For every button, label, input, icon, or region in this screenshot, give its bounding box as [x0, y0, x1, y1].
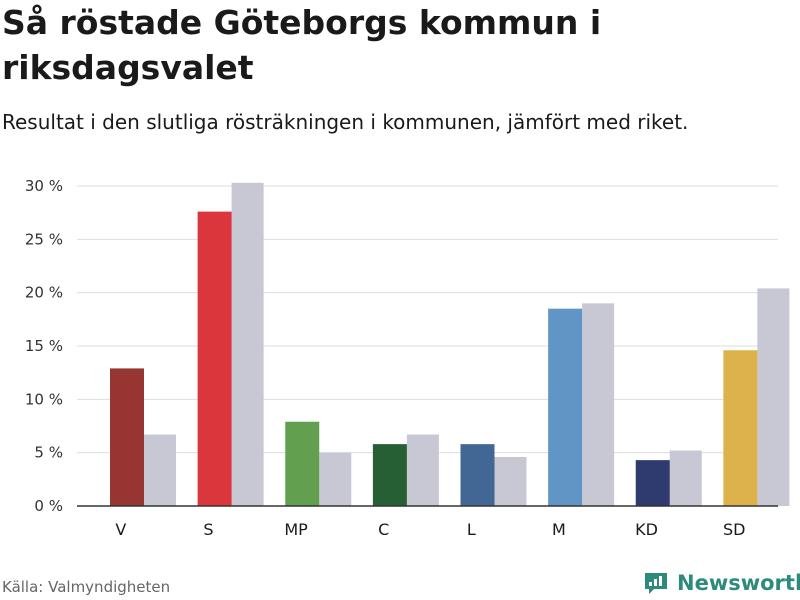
bar-kommun-s: [197, 211, 232, 506]
y-tick-label: 25 %: [25, 230, 63, 248]
bar-riket-mp: [319, 452, 352, 506]
x-tick-label: V: [115, 520, 126, 539]
y-tick-label: 10 %: [25, 390, 63, 408]
bar-riket-v: [144, 434, 176, 506]
x-axis-labels: V S MP C L M KD SD: [115, 520, 745, 539]
y-tick-label: 5 %: [34, 444, 63, 462]
bar-riket-s: [231, 182, 264, 507]
bar-kommun-c: [372, 444, 407, 506]
brand-name: Newsworthy: [677, 571, 800, 595]
newsworthy-logo-icon: [645, 573, 667, 594]
bar-riket-c: [406, 434, 439, 506]
chart-subtitle: Resultat i den slutliga rösträkningen i …: [2, 110, 689, 134]
bar-kommun-sd: [723, 350, 758, 506]
bar-kommun-v: [110, 368, 144, 506]
x-tick-label: SD: [723, 520, 745, 539]
x-tick-label: MP: [284, 520, 308, 539]
brand-logo: Newsworthy: [643, 568, 800, 598]
bar-riket-kd: [669, 450, 702, 506]
x-tick-label: M: [552, 520, 566, 539]
x-tick-label: C: [378, 520, 389, 539]
bar-riket-m: [582, 303, 615, 506]
x-tick-label: L: [467, 520, 476, 539]
grid-lines: [77, 185, 778, 454]
x-tick-label: S: [203, 520, 213, 539]
y-tick-label: 30 %: [25, 177, 63, 195]
source-note: Källa: Valmyndigheten: [2, 578, 171, 596]
y-axis-ticks: 0 % 5 % 10 % 15 % 20 % 25 % 30 %: [25, 177, 63, 515]
chart-title: Så röstade Göteborgs kommun i riksdagsva…: [2, 3, 602, 87]
bar-kommun-kd: [635, 460, 670, 506]
bar-riket-l: [494, 456, 527, 506]
bar-chart: 0 % 5 % 10 % 15 % 20 % 25 % 30 % V S MP C L M KD SD: [25, 177, 790, 539]
bars: [110, 182, 790, 507]
bar-kommun-l: [460, 444, 495, 506]
y-tick-label: 20 %: [25, 284, 63, 302]
bar-riket-sd: [757, 288, 790, 506]
y-tick-label: 15 %: [25, 337, 63, 355]
bar-kommun-mp: [285, 421, 320, 506]
x-tick-label: KD: [635, 520, 658, 539]
y-tick-label: 0 %: [34, 497, 63, 515]
bar-kommun-m: [548, 308, 583, 506]
